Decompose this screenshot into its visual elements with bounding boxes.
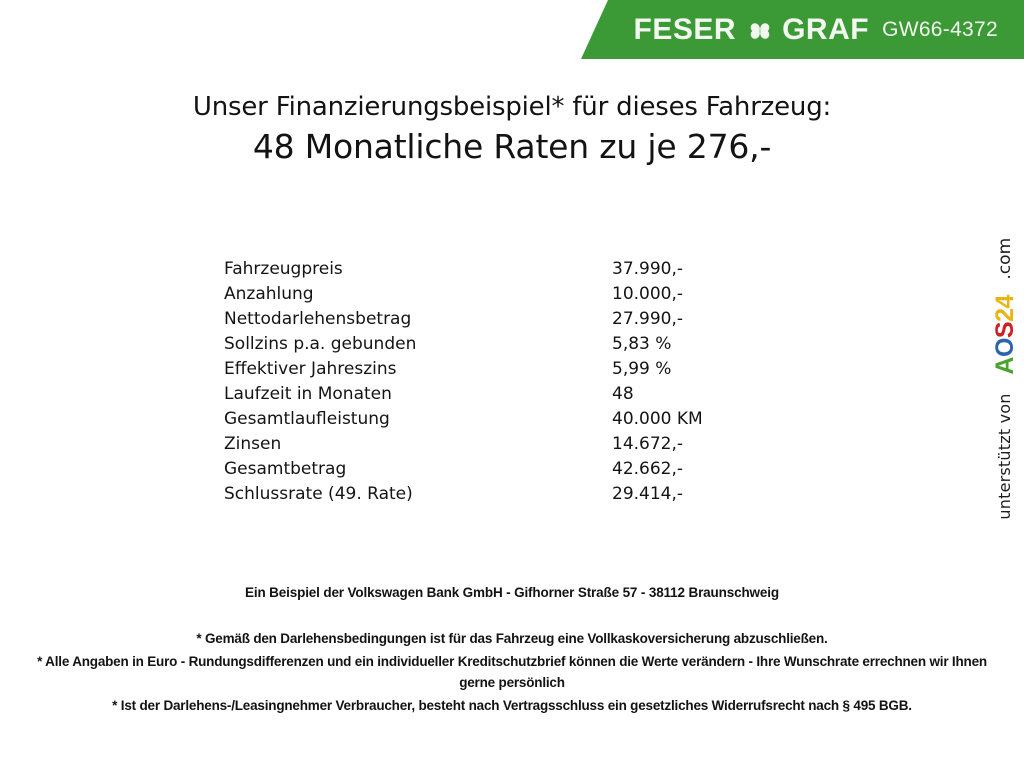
table-row: Sollzins p.a. gebunden 5,83 %	[224, 332, 784, 357]
aos24-letter-a: A	[990, 356, 1019, 375]
row-value: 5,99 %	[612, 359, 672, 379]
header-banner: FESER GRAF GW66-4372	[0, 0, 1024, 59]
legal-note-3: * Ist der Darlehens-/Leasingnehmer Verbr…	[112, 697, 912, 713]
banner-content: FESER GRAF GW66-4372	[634, 0, 1024, 59]
row-value: 37.990,-	[612, 259, 684, 279]
sponsor-vertical-group: unterstützt von AOS24 .com	[991, 238, 1019, 520]
footer: Ein Beispiel der Volkswagen Bank GmbH - …	[0, 585, 1024, 717]
table-row: Nettodarlehensbetrag 27.990,-	[224, 307, 784, 332]
row-label: Effektiver Jahreszins	[224, 359, 397, 379]
row-value: 29.414,-	[612, 484, 684, 504]
row-value: 27.990,-	[612, 309, 684, 329]
bank-disclaimer: Ein Beispiel der Volkswagen Bank GmbH - …	[245, 585, 779, 600]
table-row: Zinsen 14.672,-	[224, 432, 784, 457]
table-row: Gesamtbetrag 42.662,-	[224, 457, 784, 482]
page-title: Unser Finanzierungsbeispiel* für dieses …	[0, 92, 1024, 166]
table-row: Anzahlung 10.000,-	[224, 282, 784, 307]
table-row: Gesamtlaufleistung 40.000 KM	[224, 407, 784, 432]
aos24-logo: AOS24	[991, 295, 1019, 375]
row-label: Schlussrate (49. Rate)	[224, 484, 413, 504]
clover-icon	[745, 16, 775, 46]
table-row: Schlussrate (49. Rate) 29.414,-	[224, 482, 784, 507]
row-label: Gesamtbetrag	[224, 459, 347, 479]
finance-details-table: Fahrzeugpreis 37.990,- Anzahlung 10.000,…	[224, 257, 784, 507]
brand-name-graf: GRAF	[782, 12, 870, 46]
legal-note-2: * Alle Angaben in Euro - Rundungsdiffere…	[37, 653, 987, 690]
vehicle-code: GW66-4372	[882, 18, 998, 41]
row-value: 40.000 KM	[612, 409, 703, 429]
row-label: Gesamtlaufleistung	[224, 409, 390, 429]
legal-note-1: * Gemäß den Darlehensbedingungen ist für…	[196, 630, 828, 646]
row-label: Sollzins p.a. gebunden	[224, 334, 417, 354]
brand-name-feser: FESER	[633, 12, 737, 46]
aos24-letter-2: 2	[990, 308, 1019, 322]
row-label: Zinsen	[224, 434, 282, 454]
row-label: Laufzeit in Monaten	[224, 384, 392, 404]
legal-disclaimers: * Gemäß den Darlehensbedingungen ist für…	[0, 629, 1024, 717]
sponsor-strip: unterstützt von AOS24 .com	[988, 238, 1022, 538]
sponsor-tld: .com	[994, 238, 1015, 280]
row-value: 14.672,-	[612, 434, 684, 454]
table-row: Effektiver Jahreszins 5,99 %	[224, 357, 784, 382]
row-label: Anzahlung	[224, 284, 314, 304]
banner-green-shape	[581, 0, 1024, 59]
table-row: Fahrzeugpreis 37.990,-	[224, 257, 784, 282]
aos24-letter-s: S	[990, 321, 1019, 338]
row-value: 42.662,-	[612, 459, 684, 479]
row-value: 10.000,-	[612, 284, 684, 304]
title-headline: 48 Monatliche Raten zu je 276,-	[252, 126, 772, 166]
row-label: Fahrzeugpreis	[224, 259, 343, 279]
row-label: Nettodarlehensbetrag	[224, 309, 412, 329]
aos24-letter-4: 4	[990, 294, 1019, 309]
sponsor-label: unterstützt von	[994, 393, 1014, 520]
row-value: 5,83 %	[612, 334, 672, 354]
title-subline: Unser Finanzierungsbeispiel* für dieses …	[192, 92, 832, 122]
table-row: Laufzeit in Monaten 48	[224, 382, 784, 407]
row-value: 48	[612, 384, 634, 404]
aos24-letter-o: O	[990, 337, 1019, 357]
